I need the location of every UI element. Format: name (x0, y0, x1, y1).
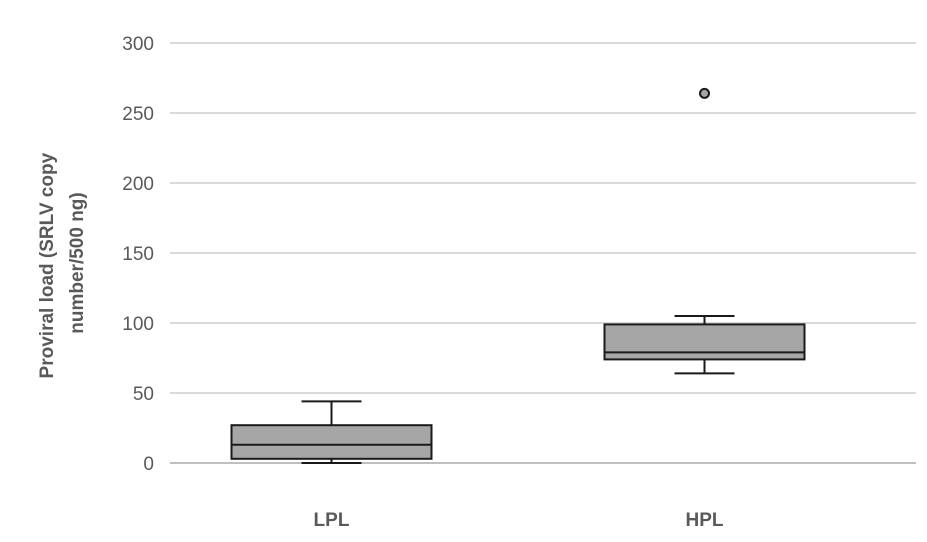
y-axis-title: Proviral load (SRLV copy number/500 ng) (37, 148, 88, 379)
x-category-label: HPL (686, 510, 724, 531)
y-tick-labels: 0 50 100 150 200 250 300 (122, 34, 154, 475)
y-tick-label: 150 (122, 244, 154, 265)
box-iqr (230, 424, 433, 460)
y-tick-label: 0 (143, 454, 154, 475)
boxes (230, 87, 806, 464)
gridlines (170, 42, 916, 464)
x-category-label: LPL (314, 510, 350, 531)
y-tick-label: 100 (122, 314, 154, 335)
y-tick-label: 250 (122, 104, 154, 125)
category-labels: LPL HPL (314, 510, 724, 531)
outlier-point (699, 87, 710, 99)
y-axis-title-line-1: Proviral load (SRLV copy (37, 152, 58, 378)
box-iqr (603, 323, 806, 361)
y-tick-label: 50 (133, 384, 154, 405)
y-tick-label: 300 (122, 34, 154, 55)
y-tick-label: 200 (122, 174, 154, 195)
box-lpl (230, 400, 433, 464)
y-axis-title-line-2: number/500 ng) (67, 192, 88, 333)
box-hpl (603, 87, 806, 375)
